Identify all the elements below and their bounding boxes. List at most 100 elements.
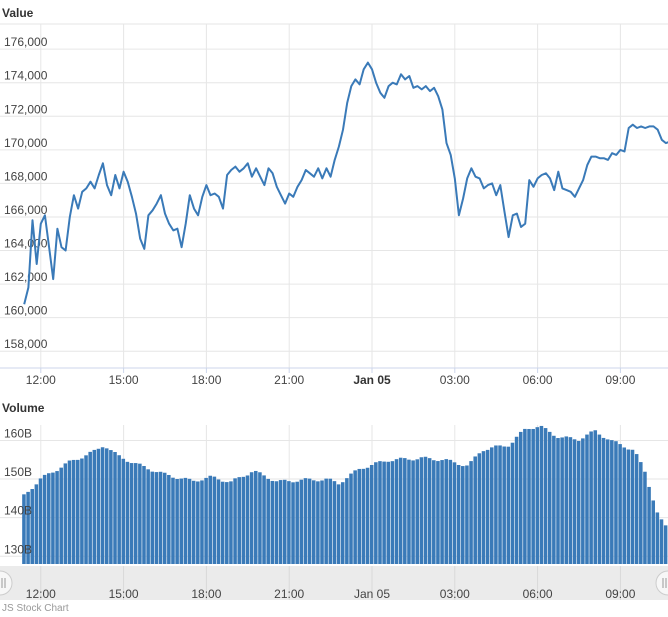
volume-bar[interactable] — [651, 500, 655, 564]
volume-bar[interactable] — [568, 437, 573, 564]
volume-bar[interactable] — [167, 474, 171, 564]
volume-bar[interactable] — [63, 463, 68, 564]
volume-bar[interactable] — [605, 439, 610, 564]
volume-bar[interactable] — [361, 468, 366, 564]
volume-bar[interactable] — [452, 462, 457, 564]
navigator[interactable]: 12:00 15:00 18:00 21:00 Jan 05 03:00 06:00 09:0… — [0, 566, 668, 601]
navigator-left-handle[interactable] — [0, 570, 13, 596]
volume-bar[interactable] — [365, 467, 370, 564]
volume-bar[interactable] — [158, 471, 163, 564]
volume-bar[interactable] — [241, 476, 246, 564]
volume-bar[interactable] — [249, 472, 254, 564]
volume-bar[interactable] — [266, 478, 270, 564]
volume-bar[interactable] — [225, 482, 229, 564]
volume-bar[interactable] — [183, 477, 188, 564]
volume-bar[interactable] — [138, 463, 142, 564]
volume-bar[interactable] — [465, 465, 469, 564]
volume-bar[interactable] — [659, 519, 664, 564]
volume-bar[interactable] — [353, 470, 357, 564]
volume-bar[interactable] — [258, 472, 262, 564]
volume-bar[interactable] — [109, 450, 113, 564]
volume-bar[interactable] — [287, 481, 291, 564]
volume-bar[interactable] — [92, 449, 97, 564]
volume-bar[interactable] — [320, 480, 324, 564]
volume-bar[interactable] — [295, 481, 299, 564]
volume-bar[interactable] — [510, 442, 515, 564]
volume-bar[interactable] — [618, 444, 622, 564]
volume-bar[interactable] — [179, 478, 184, 564]
volume-bar[interactable] — [564, 436, 569, 564]
volume-bar[interactable] — [38, 478, 43, 564]
volume-bar[interactable] — [67, 460, 72, 564]
volume-bar[interactable] — [200, 480, 204, 564]
volume-bar[interactable] — [514, 436, 519, 564]
volume-bar[interactable] — [506, 446, 511, 564]
volume-bar[interactable] — [485, 449, 490, 564]
volume-bar[interactable] — [427, 458, 432, 564]
volume-bar[interactable] — [527, 428, 531, 564]
volume-bar[interactable] — [121, 458, 126, 564]
volume-bar[interactable] — [481, 451, 486, 564]
volume-bar[interactable] — [403, 458, 407, 564]
volume-bar[interactable] — [113, 452, 117, 564]
volume-bar[interactable] — [473, 456, 477, 564]
volume-bar[interactable] — [233, 478, 237, 564]
volume-bar[interactable] — [378, 461, 382, 564]
volume-bar[interactable] — [523, 428, 527, 564]
volume-bar[interactable] — [518, 431, 523, 564]
volume-bar[interactable] — [386, 461, 391, 564]
volume-bar[interactable] — [407, 459, 411, 564]
volume-bar[interactable] — [572, 439, 577, 564]
volume-bar[interactable] — [419, 457, 424, 564]
volume-bar[interactable] — [610, 440, 614, 564]
volume-bar[interactable] — [150, 471, 155, 564]
volume-bar[interactable] — [531, 428, 535, 564]
volume-bar[interactable] — [175, 479, 179, 564]
volume-bar[interactable] — [34, 484, 39, 564]
volume-bar[interactable] — [274, 481, 279, 564]
volume-bar[interactable] — [208, 475, 213, 564]
volume-bar[interactable] — [634, 454, 639, 564]
volume-bar[interactable] — [146, 469, 150, 564]
volume-bar[interactable] — [614, 441, 618, 564]
volume-bar[interactable] — [560, 437, 564, 564]
volume-bar[interactable] — [196, 481, 200, 564]
volume-bar[interactable] — [539, 425, 544, 564]
volume-bar[interactable] — [576, 440, 581, 564]
volume-bar[interactable] — [663, 525, 668, 564]
volume-bar[interactable] — [328, 478, 333, 564]
volume-bar[interactable] — [369, 465, 374, 564]
volume-bar[interactable] — [307, 478, 312, 564]
volume-bar[interactable] — [22, 494, 26, 564]
volume-bar[interactable] — [647, 486, 651, 564]
volume-bar[interactable] — [26, 491, 30, 564]
volume-bar[interactable] — [142, 466, 146, 564]
volume-bar[interactable] — [655, 512, 660, 564]
volume-bar[interactable] — [398, 457, 403, 564]
volume-bar[interactable] — [204, 477, 208, 564]
volume-bar[interactable] — [311, 480, 316, 564]
volume-bar[interactable] — [229, 481, 233, 564]
volume-bar[interactable] — [374, 462, 378, 564]
volume-bar[interactable] — [100, 447, 105, 564]
volume-bar[interactable] — [262, 475, 266, 564]
value-series-line[interactable] — [23, 61, 668, 305]
volume-bar[interactable] — [432, 460, 436, 564]
volume-bar[interactable] — [71, 459, 76, 564]
volume-bar[interactable] — [601, 437, 606, 564]
volume-bar[interactable] — [440, 460, 444, 564]
volume-bar[interactable] — [349, 473, 353, 564]
volume-bar[interactable] — [498, 445, 502, 564]
volume-bar[interactable] — [444, 459, 448, 564]
volume-bar[interactable] — [643, 471, 647, 564]
volume-bar[interactable] — [59, 467, 63, 564]
volume-bar[interactable] — [303, 478, 308, 564]
volume-bar[interactable] — [639, 462, 643, 564]
volume-bar[interactable] — [154, 472, 159, 564]
volume-bar[interactable] — [47, 473, 51, 564]
volume-bar[interactable] — [456, 464, 461, 564]
volume-bar[interactable] — [117, 455, 121, 564]
volume-bar[interactable] — [390, 461, 395, 564]
volume-bar[interactable] — [84, 455, 88, 564]
volume-bar[interactable] — [220, 481, 225, 564]
